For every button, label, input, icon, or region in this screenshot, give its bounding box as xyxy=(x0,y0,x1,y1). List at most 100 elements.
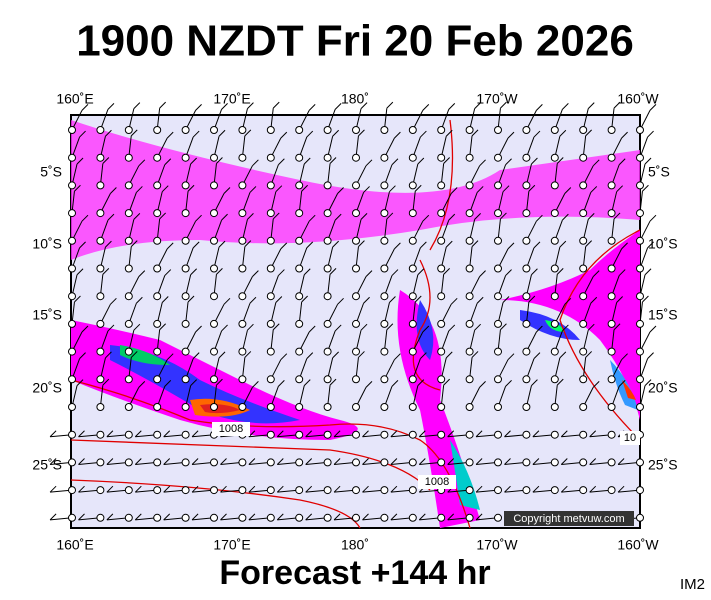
barb-station xyxy=(607,264,616,273)
barb-station xyxy=(408,181,417,190)
barb-flag xyxy=(76,379,84,386)
isobar-label-box xyxy=(418,475,456,489)
barb-station xyxy=(153,430,162,439)
barb-flag xyxy=(562,324,569,332)
barb-flag xyxy=(616,296,623,303)
barb-station xyxy=(437,126,446,134)
barb-flag xyxy=(445,240,453,248)
barb-flag xyxy=(559,351,567,359)
barb-flag xyxy=(362,430,369,438)
barb-station xyxy=(238,458,247,467)
barb-station xyxy=(352,181,360,190)
barb-station xyxy=(522,375,531,384)
barb-flag xyxy=(613,212,621,220)
barb-station xyxy=(124,458,133,467)
barb-flag xyxy=(642,184,649,192)
barb-station xyxy=(522,126,531,134)
barb-station xyxy=(352,153,360,162)
barb-station xyxy=(437,513,446,522)
barb-station xyxy=(494,375,502,384)
barb-flag xyxy=(164,158,172,166)
barb-flag xyxy=(560,485,568,493)
barb-flag xyxy=(334,324,342,332)
barb-flag xyxy=(306,241,314,249)
barb-flag xyxy=(417,157,425,165)
barb-flag xyxy=(107,102,115,110)
barb-flag xyxy=(276,513,284,521)
barb-flag xyxy=(334,213,342,221)
barb-station xyxy=(124,347,133,356)
barb-flag xyxy=(161,185,169,193)
barb-station xyxy=(266,319,275,328)
barb-station xyxy=(266,153,275,162)
barb-flag xyxy=(531,379,538,386)
barb-station xyxy=(323,126,332,134)
barb-flag xyxy=(420,352,427,359)
barb-station xyxy=(522,403,531,411)
barb-flag xyxy=(360,102,368,109)
barb-station xyxy=(181,486,190,495)
barb-station xyxy=(96,319,105,328)
barb-flag xyxy=(333,458,341,465)
barb-flag xyxy=(394,131,401,139)
barb-station xyxy=(295,264,304,273)
barb-flag xyxy=(74,184,81,192)
barb-flag xyxy=(642,295,649,303)
barb-flag xyxy=(475,485,483,493)
barb-flag xyxy=(560,430,568,438)
barb-flag xyxy=(420,130,427,138)
barb-flag xyxy=(613,323,621,331)
barb-flag xyxy=(334,102,342,110)
barb-flag xyxy=(272,101,280,109)
barb-flag xyxy=(414,295,422,303)
barb-station xyxy=(266,181,275,190)
barb-station xyxy=(494,236,502,245)
barb-flag xyxy=(391,379,399,387)
barb-flag xyxy=(337,297,344,305)
barb-flag xyxy=(138,381,146,388)
barb-station xyxy=(465,319,474,328)
barb-station xyxy=(153,513,162,522)
barb-station xyxy=(238,292,247,301)
barb-flag xyxy=(107,213,115,221)
barb-station xyxy=(181,347,190,356)
barb-flag xyxy=(278,158,285,166)
barb-flag xyxy=(192,352,200,359)
barb-flag xyxy=(389,296,396,303)
barb-flag xyxy=(161,296,169,303)
barb-station xyxy=(352,513,360,522)
barb-flag xyxy=(187,184,195,192)
barb-station xyxy=(210,126,218,134)
barb-station xyxy=(295,430,304,439)
barb-station xyxy=(68,264,76,273)
barb-station xyxy=(238,486,247,495)
barb-flag xyxy=(278,269,285,276)
barb-station xyxy=(437,319,446,328)
barb-flag xyxy=(389,185,396,193)
top-lon-label: 170˚E xyxy=(213,91,250,107)
barb-station xyxy=(465,430,474,439)
barb-flag xyxy=(138,270,146,277)
barb-station xyxy=(408,486,417,495)
barb-flag xyxy=(306,352,314,359)
barb-flag xyxy=(532,485,540,493)
barb-flag xyxy=(564,187,572,194)
barb-flag xyxy=(644,268,652,276)
barb-flag xyxy=(49,458,57,465)
barb-station xyxy=(124,292,133,301)
barb-station xyxy=(550,430,559,439)
barb-flag xyxy=(617,458,625,465)
barb-flag xyxy=(536,104,543,111)
barb-flag xyxy=(394,242,401,250)
right-lat-label: 15˚S xyxy=(648,307,678,323)
barb-flag xyxy=(587,213,595,220)
barb-flag xyxy=(592,159,600,167)
barb-flag xyxy=(621,131,628,139)
bottom-lon-label: 180˚ xyxy=(341,537,369,553)
barb-station xyxy=(522,430,531,439)
barb-station xyxy=(68,236,76,245)
isobar-label: 1008 xyxy=(219,423,243,435)
barb-station xyxy=(579,209,588,218)
barb-flag xyxy=(329,267,337,275)
barb-station xyxy=(68,153,76,162)
